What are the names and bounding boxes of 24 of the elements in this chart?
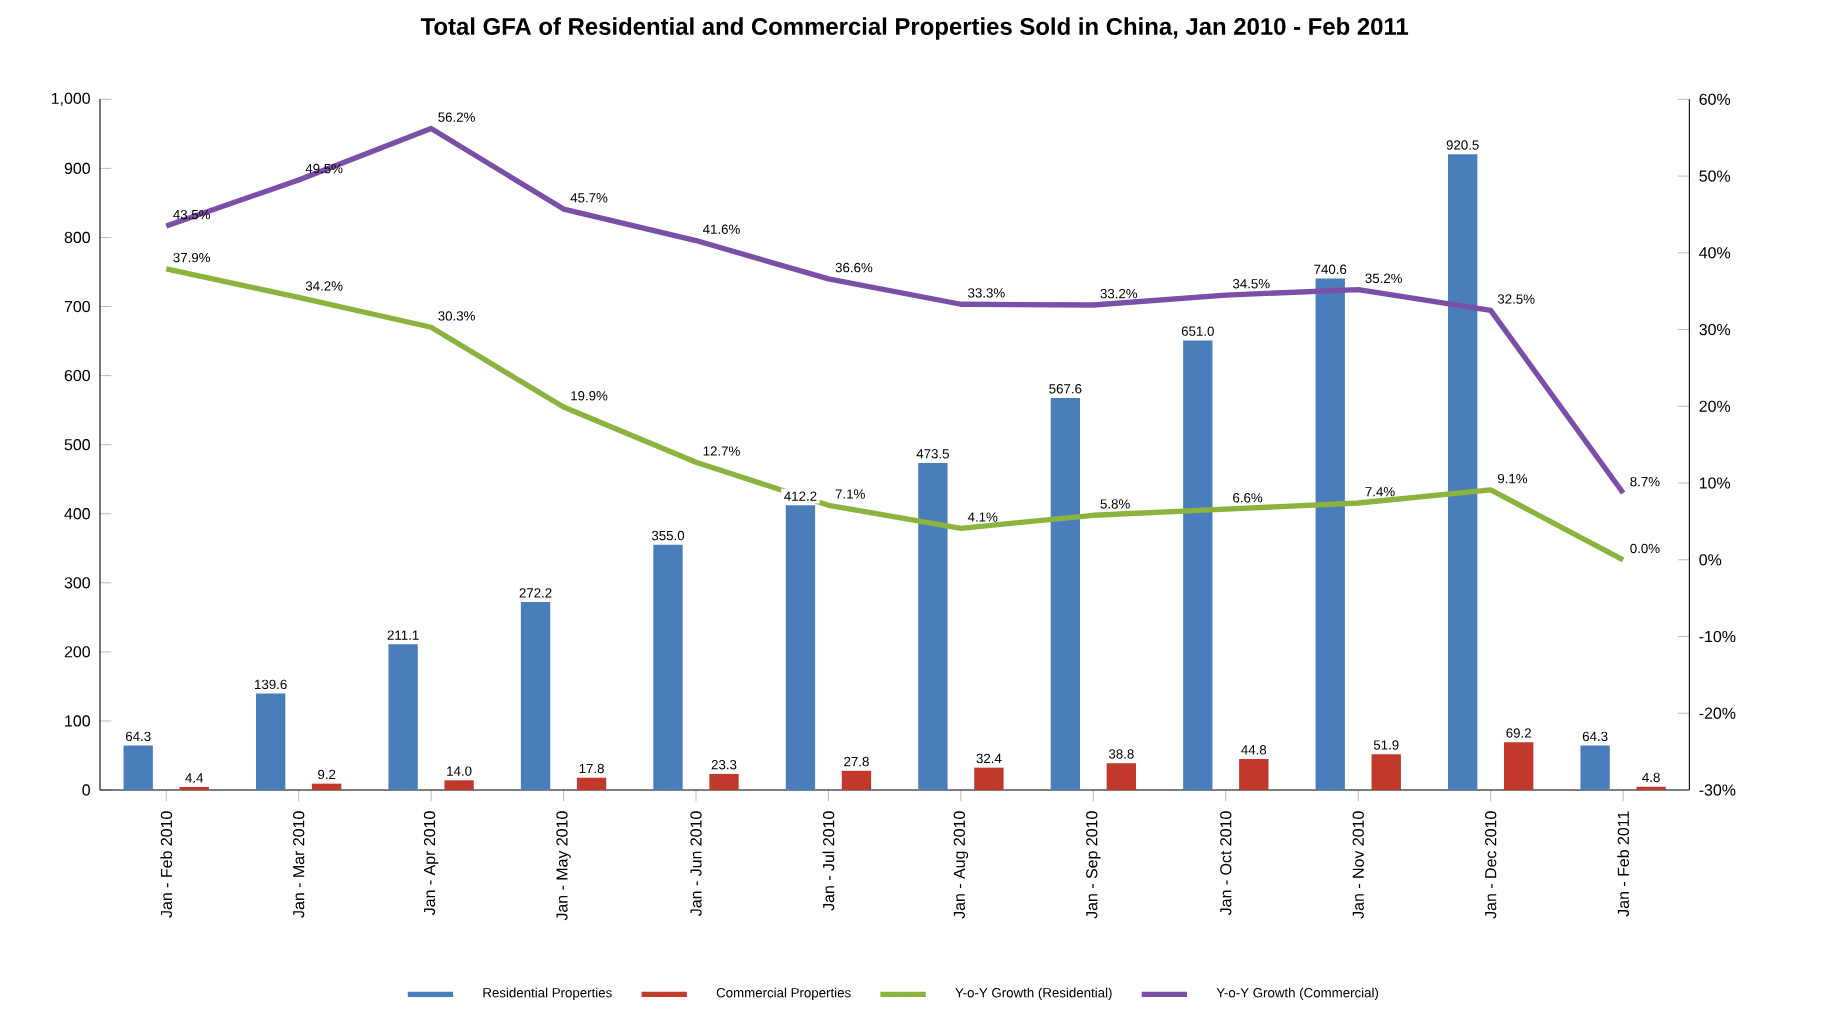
- bar: [1580, 745, 1610, 790]
- bar: [444, 780, 474, 790]
- bar: [1371, 754, 1401, 790]
- chart-title: Total GFA of Residential and Commercial Properties Sold in China, Jan 2010 - Feb 2011: [420, 17, 1409, 40]
- bar: [1050, 397, 1081, 790]
- bar: [312, 783, 342, 790]
- bar: [1504, 742, 1534, 790]
- bar: [841, 770, 872, 790]
- bar: [388, 644, 418, 790]
- bar: [520, 602, 551, 790]
- bar: [974, 767, 1004, 790]
- bar: [1239, 759, 1269, 790]
- bar: [785, 505, 816, 790]
- bar: [709, 773, 739, 790]
- line-series: [163, 266, 1626, 563]
- bar: [1106, 763, 1137, 790]
- bar: [918, 462, 948, 790]
- bar: [1448, 154, 1478, 790]
- bar: [1183, 340, 1213, 790]
- bar: [653, 544, 683, 790]
- bar: [123, 745, 153, 790]
- bar: [256, 693, 286, 790]
- bar: [1315, 278, 1345, 790]
- bar: [576, 777, 607, 790]
